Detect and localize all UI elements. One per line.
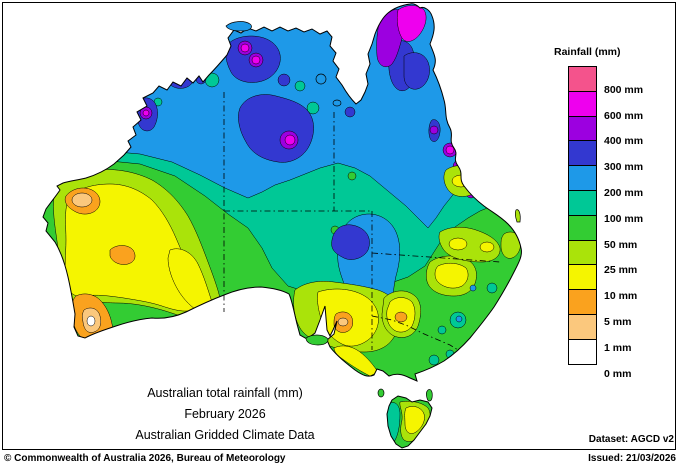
legend-label-800: 800 mm xyxy=(604,84,644,96)
legend-swatch-50 xyxy=(568,214,597,241)
east-coast-azure-dots xyxy=(455,284,477,323)
state-borders xyxy=(223,92,501,351)
legend-label-300: 300 mm xyxy=(604,161,644,173)
legend-label-10: 10 mm xyxy=(604,290,638,302)
islands xyxy=(225,21,521,402)
map-subtitle-source: Australian Gridded Climate Data xyxy=(135,428,315,442)
tasmania-contours xyxy=(387,401,431,444)
legend-swatch-100 xyxy=(568,189,597,216)
state-border-nsw-vic xyxy=(371,315,459,351)
legend-label-0: 0 mm xyxy=(604,368,632,380)
dataset-label: Dataset: AGCD v2 xyxy=(588,434,674,445)
legend-label-400: 400 mm xyxy=(604,135,644,147)
issued-date: Issued: 21/03/2026 xyxy=(588,453,676,464)
legend-label-25: 25 mm xyxy=(604,264,638,276)
legend-label-50: 50 mm xyxy=(604,239,638,251)
legend-color-bar xyxy=(568,66,597,365)
legend-label-5: 5 mm xyxy=(604,316,632,328)
map-subtitle-month: February 2026 xyxy=(184,407,266,421)
state-border-qld-nsw xyxy=(371,252,501,263)
legend-swatch-5 xyxy=(568,289,597,315)
copyright-text: © Commonwealth of Australia 2026, Bureau… xyxy=(4,453,286,464)
legend-label-600: 600 mm xyxy=(604,110,644,122)
legend-swatch-200 xyxy=(568,165,597,191)
legend-label-200: 200 mm xyxy=(604,187,644,199)
legend-swatch-0 xyxy=(568,338,597,365)
map-title: Australian total rainfall (mm) xyxy=(147,386,303,400)
legend-label-100: 100 mm xyxy=(604,213,644,225)
legend-swatch-400 xyxy=(568,115,597,142)
legend-swatch-25 xyxy=(568,239,597,266)
contour-layer-white xyxy=(86,315,96,327)
legend-swatch-600 xyxy=(568,90,597,117)
legend-swatch-10 xyxy=(568,264,597,291)
legend-swatch-300 xyxy=(568,140,597,167)
legend-swatch-1 xyxy=(568,313,597,340)
legend-swatch-800 xyxy=(568,66,597,92)
legend-label-1: 1 mm xyxy=(604,342,632,354)
legend-title: Rainfall (mm) xyxy=(554,46,621,58)
